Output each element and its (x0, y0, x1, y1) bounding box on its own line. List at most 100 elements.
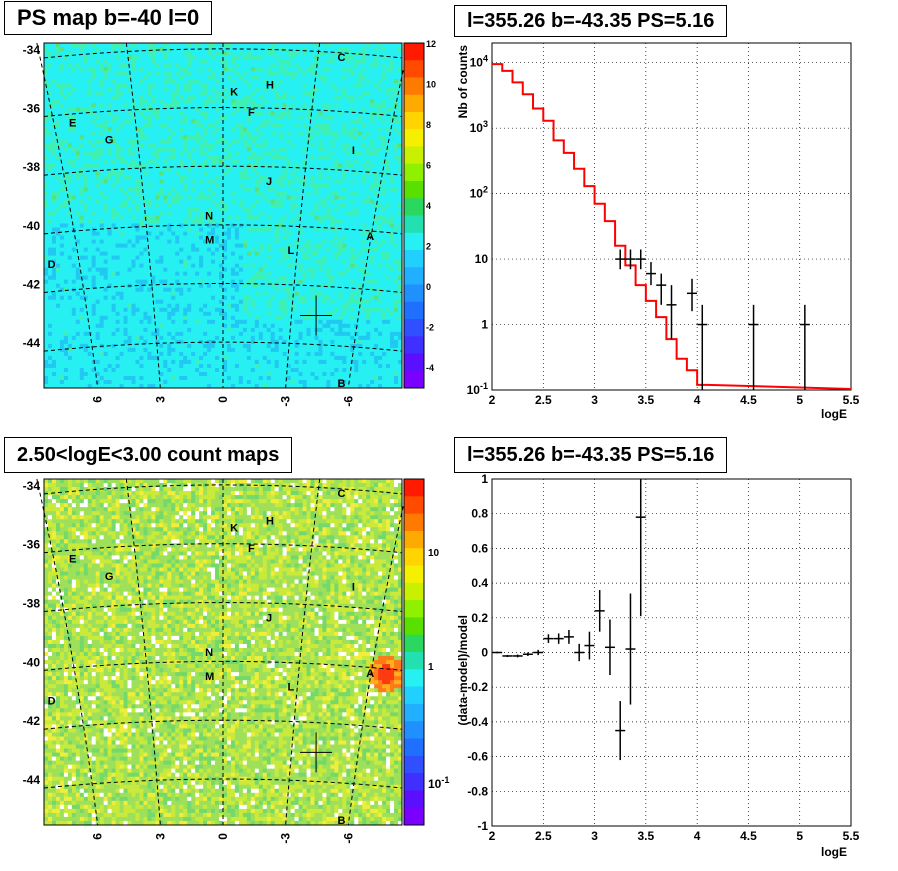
spectrum-data-point (799, 304, 810, 390)
residual-xtick-label: 3 (591, 829, 598, 843)
residual-xtick-label: 4.5 (740, 829, 757, 843)
residual-ytick-label: 0.2 (471, 611, 488, 625)
map1-source-label-a: A (366, 231, 374, 243)
map2-source-label-c: C (338, 488, 346, 500)
spectrum-xtick-label: 3 (591, 393, 598, 407)
spectrum-data-point (615, 249, 626, 270)
residual-data-point (594, 590, 605, 632)
residual-xtick-label: 2 (489, 829, 496, 843)
map1-graticule (36, 42, 410, 389)
spectrum-xlabel: logE (821, 407, 847, 421)
map1-source-label-e: E (69, 117, 76, 129)
spectrum-ytick-label: 102 (470, 185, 488, 201)
map2-ytick-label: -36 (23, 538, 41, 552)
map1-colorbar-tick: -2 (426, 323, 434, 333)
map2-source-label-k: K (230, 522, 238, 534)
residual-ylabel: (data-model)/model (456, 615, 470, 726)
map2-source-label-j: J (266, 612, 272, 624)
residual-ytick-label: -0.2 (467, 680, 488, 694)
residual-data-point (502, 654, 513, 658)
map1-source-label-k: K (230, 86, 238, 98)
map2-ytick-label: -44 (23, 773, 41, 787)
spectrum-xtick-label: 4 (694, 393, 701, 407)
spectrum-ytick-label: 104 (470, 54, 488, 70)
residual-ytick-label: -0.8 (467, 784, 488, 798)
residual-data-point (512, 654, 523, 658)
residual-data-point (615, 701, 626, 761)
map1-ytick-label: -36 (23, 102, 41, 116)
spectrum-ylabel: Nb of counts (456, 45, 470, 119)
residual-ytick-label: 0.6 (471, 541, 488, 555)
residual-xtick-label: 4 (694, 829, 701, 843)
map1-heatmap (44, 43, 403, 389)
map2-xtick-label: -6 (341, 833, 355, 844)
map2-graticule (36, 478, 410, 826)
map2-colorbar (403, 478, 425, 826)
map1-ytick-label: -38 (23, 160, 41, 174)
spectrum-ytick-label: 103 (470, 119, 488, 135)
map1-colorbar-tick: -4 (426, 363, 434, 373)
map1-ytick-label: -40 (23, 219, 41, 233)
map1-ytick-label: -44 (23, 336, 41, 350)
map2-ytick-label: -42 (23, 714, 41, 728)
map2-heatmap (44, 479, 403, 826)
map2-source-label-f: F (248, 543, 255, 555)
spectrum-xtick-label: 5.5 (843, 393, 860, 407)
map2-xtick-label: -3 (279, 833, 293, 844)
map1-source-label-g: G (105, 135, 114, 147)
residual-xtick-label: 5 (796, 829, 803, 843)
residual-data-point (553, 633, 564, 644)
residual-data-point (543, 634, 554, 643)
map1-colorbar (403, 42, 425, 389)
map1-colorbar-tick: 2 (426, 242, 431, 252)
residual-data-point (625, 593, 636, 705)
map2-source-label-a: A (366, 668, 374, 680)
map1-xtick-label: 6 (91, 396, 105, 403)
spectrum-xtick-label: 2 (489, 393, 496, 407)
map2-source-label-l: L (287, 682, 294, 694)
spectrum-ytick-label: 10-1 (467, 381, 488, 397)
residual-xtick-label: 3.5 (638, 829, 655, 843)
map2-source-label-b: B (338, 815, 346, 827)
residual-frame (491, 478, 852, 827)
map2-colorbar-tick: 1 (428, 662, 434, 673)
map2-title: 2.50<logE<3.00 count maps (4, 437, 293, 473)
residual-data-point (574, 643, 585, 662)
spectrum-data-point (666, 285, 677, 340)
residual-title: l=355.26 b=-43.35 PS=5.16 (454, 437, 728, 473)
map2-xtick-label: 6 (91, 833, 105, 840)
map1-colorbar-tick: 0 (426, 282, 431, 292)
map2-source-label-h: H (266, 516, 274, 528)
map1-source-label-i: I (352, 145, 355, 157)
map2-ytick-label: -34 (23, 479, 41, 493)
map1-source-label-c: C (338, 52, 346, 64)
map2-ytick-label: -38 (23, 597, 41, 611)
residual-xlabel: logE (821, 845, 847, 859)
map1-source-label-j: J (266, 176, 272, 188)
spectrum-xtick-label: 4.5 (740, 393, 757, 407)
map1-xtick-label: 3 (153, 396, 167, 403)
map1-source-label-l: L (287, 245, 294, 257)
map2-colorbar-tick: 10-1 (428, 775, 449, 791)
spectrum-data-point (748, 304, 759, 390)
residual-xtick-label: 2.5 (535, 829, 552, 843)
map2-source-label-d: D (48, 695, 56, 707)
spectrum-title: l=355.26 b=-43.35 PS=5.16 (454, 5, 728, 37)
map1-xtick-label: -6 (341, 396, 355, 407)
map2-source-label-g: G (105, 571, 114, 583)
spectrum-xtick-label: 2.5 (535, 393, 552, 407)
residual-ytick-label: -0.4 (467, 715, 488, 729)
residual-ytick-label: -0.6 (467, 750, 488, 764)
residual-ytick-label: 0 (481, 646, 488, 660)
spectrum-data-point (697, 304, 708, 390)
map1-ytick-label: -42 (23, 278, 41, 292)
residual-data-point (522, 652, 533, 656)
spectrum-ytick-label: 1 (481, 318, 488, 332)
residual-data-point (604, 619, 615, 676)
map1-xtick-label: -3 (279, 396, 293, 407)
spectrum-xtick-label: 5 (796, 393, 803, 407)
residual-data-point (563, 629, 574, 644)
residual-ytick-label: 1 (481, 472, 488, 486)
map2-source-label-i: I (352, 581, 355, 593)
map1-source-label-h: H (266, 79, 274, 91)
